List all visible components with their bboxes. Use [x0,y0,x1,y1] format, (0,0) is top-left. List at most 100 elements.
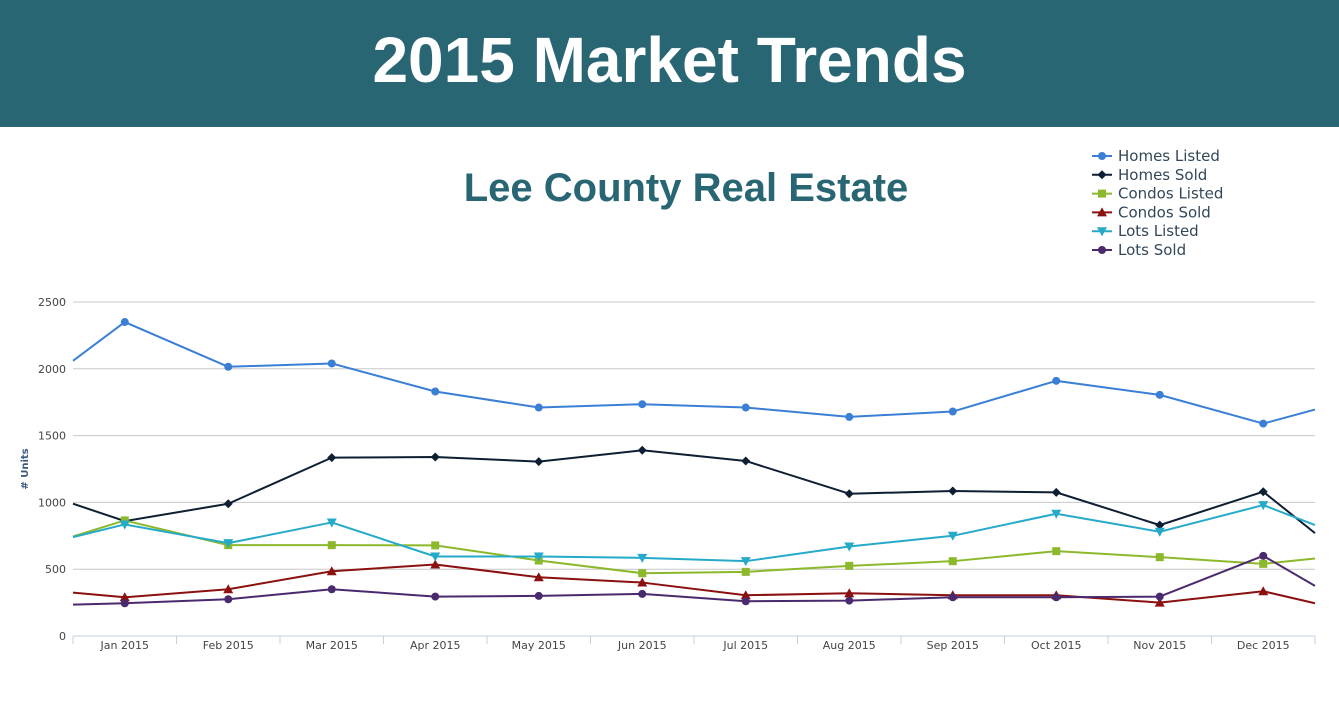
data-point[interactable] [327,359,336,368]
data-point[interactable] [327,585,336,594]
series-lots-listed [72,501,1316,567]
data-point[interactable] [1052,547,1061,556]
data-point[interactable] [120,516,129,525]
legend-item[interactable]: Homes Sold [1092,166,1207,184]
legend-marker[interactable] [1097,227,1107,237]
data-point[interactable] [430,559,441,569]
data-point[interactable] [638,400,647,409]
data-point[interactable] [638,589,647,598]
series-line [72,519,1316,575]
series-group [72,318,1316,608]
data-point[interactable] [1155,553,1164,562]
data-point[interactable] [1258,487,1268,497]
data-point[interactable] [638,569,647,578]
data-point[interactable] [533,572,544,582]
data-point[interactable] [1258,586,1269,596]
data-point[interactable] [224,362,233,371]
data-point[interactable] [845,596,854,605]
data-point[interactable] [741,403,750,412]
legend-label: Lots Sold [1118,241,1186,259]
data-point[interactable] [223,539,234,549]
data-point[interactable] [430,552,441,562]
data-point[interactable] [1051,487,1061,497]
chart-title: Lee County Real Estate [464,166,909,210]
data-point[interactable] [326,518,337,528]
y-tick-label: 1500 [38,430,66,443]
legend-item[interactable]: Condos Listed [1092,185,1223,203]
data-point[interactable] [431,541,440,550]
data-point[interactable] [637,553,648,563]
data-point[interactable] [637,577,648,587]
data-point[interactable] [430,452,440,462]
data-point[interactable] [1154,527,1165,537]
data-point[interactable] [327,541,336,550]
data-point[interactable] [948,486,958,496]
x-tick-label: Apr 2015 [410,639,461,652]
data-point[interactable] [431,387,440,396]
x-axis: Jan 2015 Feb 2015 Mar 2015 Apr 2015 May 2015… [72,635,1316,652]
data-point[interactable] [1259,419,1268,428]
legend-item[interactable]: Homes Listed [1092,147,1220,165]
legend-item[interactable]: Condos Sold [1092,203,1211,221]
data-point[interactable] [844,542,855,552]
legend-item[interactable]: Lots Listed [1092,222,1199,240]
data-point[interactable] [1051,509,1062,519]
data-point[interactable] [948,557,957,566]
y-tick-label: 0 [59,630,66,643]
legend-marker[interactable] [1098,152,1106,160]
y-tick-label: 1000 [38,496,66,509]
legend-marker[interactable] [1098,246,1106,254]
data-point[interactable] [533,552,544,562]
data-point[interactable] [119,520,130,530]
data-point[interactable] [1155,390,1164,399]
data-point[interactable] [637,445,647,455]
data-point[interactable] [948,593,957,602]
data-point[interactable] [223,584,234,594]
data-point[interactable] [845,412,854,421]
data-point[interactable] [223,499,233,509]
series-homes-listed [72,318,1316,428]
legend-label: Condos Sold [1118,203,1211,221]
legend-marker[interactable] [1098,189,1106,198]
data-point[interactable] [119,592,130,602]
data-point[interactable] [948,407,957,416]
x-tick-label: Mar 2015 [306,639,358,652]
data-point[interactable] [1155,520,1165,530]
data-point[interactable] [1052,376,1061,385]
data-point[interactable] [1259,551,1268,560]
data-point[interactable] [740,590,751,600]
data-point[interactable] [740,557,751,567]
data-point[interactable] [1258,501,1269,511]
data-point[interactable] [1154,597,1165,607]
legend-marker[interactable] [1097,207,1107,217]
data-point[interactable] [120,318,129,327]
legend-marker[interactable] [1097,170,1107,180]
data-point[interactable] [844,588,855,598]
data-point[interactable] [326,566,337,576]
legend-label: Lots Listed [1118,222,1199,240]
data-point[interactable] [845,561,854,570]
data-point[interactable] [534,591,543,600]
legend-item[interactable]: Lots Sold [1092,241,1186,259]
data-point[interactable] [741,456,751,466]
data-point[interactable] [947,531,958,541]
chart-container: Lee County Real Estate 0 500 1000 1500 2000 2… [0,127,1339,711]
x-tick-label: Feb 2015 [203,639,254,652]
data-point[interactable] [1155,592,1164,601]
data-point[interactable] [741,597,750,606]
data-point[interactable] [327,453,337,463]
data-point[interactable] [1052,593,1061,602]
line-chart: Lee County Real Estate 0 500 1000 1500 2000 2… [20,147,1316,652]
data-point[interactable] [534,403,543,412]
data-point[interactable] [844,489,854,499]
data-point[interactable] [741,567,750,576]
data-point[interactable] [224,595,233,604]
data-point[interactable] [431,592,440,601]
series-line [72,449,1316,534]
series-lots-sold [72,551,1316,608]
header-banner: 2015 Market Trends [0,0,1339,127]
data-point[interactable] [1259,559,1268,568]
data-point[interactable] [534,457,544,467]
data-point[interactable] [120,599,129,608]
